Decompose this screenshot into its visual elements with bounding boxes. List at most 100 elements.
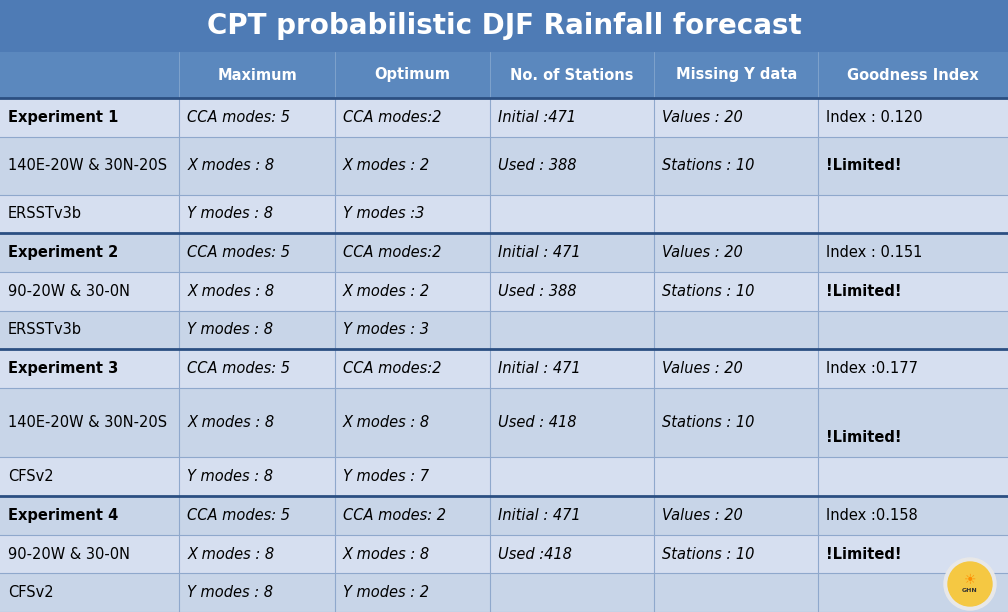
Text: Used : 418: Used : 418	[498, 415, 577, 430]
Bar	[654, 195, 818, 233]
Text: CCA modes:2: CCA modes:2	[343, 361, 442, 376]
Text: Y modes : 7: Y modes : 7	[343, 469, 428, 484]
Bar	[490, 98, 654, 136]
Bar	[0, 573, 179, 612]
Bar	[818, 457, 1008, 496]
Circle shape	[944, 558, 996, 610]
Bar	[490, 573, 654, 612]
Bar	[335, 136, 490, 195]
Text: 140E-20W & 30N-20S: 140E-20W & 30N-20S	[8, 158, 167, 173]
Bar	[0, 496, 179, 535]
Bar	[0, 535, 179, 573]
Bar	[0, 98, 179, 136]
Text: CCA modes: 5: CCA modes: 5	[187, 245, 290, 260]
Bar	[490, 310, 654, 349]
Text: CCA modes:2: CCA modes:2	[343, 110, 442, 125]
Bar	[490, 535, 654, 573]
Bar	[0, 195, 179, 233]
Bar	[490, 272, 654, 310]
Bar	[335, 496, 490, 535]
Bar	[0, 388, 179, 457]
Bar	[654, 349, 818, 388]
Bar	[335, 349, 490, 388]
Bar	[490, 195, 654, 233]
Bar	[335, 573, 490, 612]
Bar	[179, 535, 335, 573]
Text: ☀: ☀	[964, 573, 977, 587]
Circle shape	[948, 562, 992, 606]
Text: CCA modes:2: CCA modes:2	[343, 245, 442, 260]
Text: Y modes : 3: Y modes : 3	[343, 323, 428, 337]
Bar	[0, 349, 179, 388]
Text: Used : 388: Used : 388	[498, 284, 577, 299]
Text: GHN: GHN	[962, 589, 978, 594]
Text: Stations : 10: Stations : 10	[662, 415, 755, 430]
Text: CPT probabilistic DJF Rainfall forecast: CPT probabilistic DJF Rainfall forecast	[207, 12, 801, 40]
Text: Y modes : 2: Y modes : 2	[343, 585, 428, 600]
Text: X modes : 8: X modes : 8	[343, 547, 429, 562]
Bar	[179, 272, 335, 310]
Bar	[654, 233, 818, 272]
Bar	[0, 310, 179, 349]
Bar	[654, 52, 818, 98]
Bar	[490, 496, 654, 535]
Text: Index : 0.120: Index : 0.120	[827, 110, 923, 125]
Bar	[818, 573, 1008, 612]
Bar	[490, 457, 654, 496]
Text: X modes : 2: X modes : 2	[343, 158, 429, 173]
Bar	[818, 233, 1008, 272]
Text: Values : 20: Values : 20	[662, 361, 743, 376]
Bar	[818, 388, 1008, 457]
Bar	[654, 457, 818, 496]
Text: Goodness Index: Goodness Index	[848, 67, 979, 83]
Text: Y modes : 8: Y modes : 8	[187, 206, 273, 222]
Bar	[179, 52, 335, 98]
Bar	[654, 98, 818, 136]
Bar	[654, 272, 818, 310]
Bar	[335, 272, 490, 310]
Text: Y modes : 8: Y modes : 8	[187, 469, 273, 484]
Text: Initial : 471: Initial : 471	[498, 508, 581, 523]
Bar	[0, 0, 1008, 52]
Bar	[654, 573, 818, 612]
Bar	[818, 496, 1008, 535]
Text: Used : 388: Used : 388	[498, 158, 577, 173]
Bar	[179, 349, 335, 388]
Bar	[654, 535, 818, 573]
Bar	[0, 457, 179, 496]
Text: X modes : 8: X modes : 8	[187, 547, 274, 562]
Text: X modes : 8: X modes : 8	[343, 415, 429, 430]
Text: X modes : 8: X modes : 8	[187, 284, 274, 299]
Text: CCA modes: 5: CCA modes: 5	[187, 508, 290, 523]
Text: 90-20W & 30-0N: 90-20W & 30-0N	[8, 547, 130, 562]
Text: Stations : 10: Stations : 10	[662, 158, 755, 173]
Text: !Limited!: !Limited!	[827, 430, 902, 446]
Bar	[818, 98, 1008, 136]
Text: Missing Y data: Missing Y data	[675, 67, 797, 83]
Bar	[335, 52, 490, 98]
Text: Experiment 4: Experiment 4	[8, 508, 118, 523]
Text: Experiment 3: Experiment 3	[8, 361, 118, 376]
Text: CCA modes: 5: CCA modes: 5	[187, 361, 290, 376]
Bar	[335, 310, 490, 349]
Bar	[490, 388, 654, 457]
Text: Y modes : 8: Y modes : 8	[187, 323, 273, 337]
Bar	[335, 388, 490, 457]
Text: X modes : 2: X modes : 2	[343, 284, 429, 299]
Bar	[0, 233, 179, 272]
Text: Initial : 471: Initial : 471	[498, 361, 581, 376]
Bar	[818, 272, 1008, 310]
Text: 90-20W & 30-0N: 90-20W & 30-0N	[8, 284, 130, 299]
Text: X modes : 8: X modes : 8	[187, 158, 274, 173]
Bar	[179, 136, 335, 195]
Bar	[335, 195, 490, 233]
Text: Index :0.177: Index :0.177	[827, 361, 918, 376]
Text: Used :418: Used :418	[498, 547, 572, 562]
Text: !Limited!: !Limited!	[827, 547, 902, 562]
Bar	[335, 233, 490, 272]
Bar	[818, 136, 1008, 195]
Bar	[654, 388, 818, 457]
Bar	[0, 136, 179, 195]
Bar	[335, 98, 490, 136]
Text: Maximum: Maximum	[217, 67, 297, 83]
